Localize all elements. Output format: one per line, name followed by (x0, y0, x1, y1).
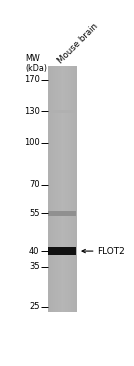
Bar (66, 67, 67, 312)
Bar (58, 67, 59, 312)
Text: 35: 35 (29, 262, 40, 272)
Bar (64, 67, 65, 312)
Bar (73, 67, 74, 312)
Text: 40: 40 (29, 247, 40, 255)
Bar (48, 211, 77, 216)
Bar (48, 67, 77, 312)
Bar (50, 67, 51, 312)
Bar (51, 67, 52, 312)
Text: 55: 55 (29, 209, 40, 218)
Bar (56, 67, 57, 312)
Bar (49, 67, 50, 312)
Bar (52, 67, 53, 312)
Bar (48, 110, 77, 113)
Bar (62, 67, 63, 312)
Bar (48, 67, 49, 312)
Bar (55, 67, 56, 312)
Text: 70: 70 (29, 180, 40, 189)
Bar (75, 67, 76, 312)
Bar (63, 67, 64, 312)
Bar (53, 67, 54, 312)
Text: MW
(kDa): MW (kDa) (25, 54, 47, 73)
Bar (76, 67, 77, 312)
Bar (70, 67, 71, 312)
Bar (72, 67, 73, 312)
Text: 25: 25 (29, 302, 40, 311)
Bar (74, 67, 75, 312)
Bar (71, 67, 72, 312)
Text: 130: 130 (24, 107, 40, 116)
Text: 100: 100 (24, 138, 40, 147)
Bar (69, 67, 70, 312)
Text: FLOT2: FLOT2 (97, 247, 124, 255)
Bar (54, 67, 55, 312)
Bar (48, 247, 77, 255)
Bar (65, 67, 66, 312)
Bar (59, 67, 61, 312)
Bar (68, 67, 69, 312)
Bar (67, 67, 68, 312)
Bar (61, 67, 62, 312)
Text: Mouse brain: Mouse brain (56, 21, 100, 65)
Bar (57, 67, 58, 312)
Text: 170: 170 (24, 75, 40, 84)
